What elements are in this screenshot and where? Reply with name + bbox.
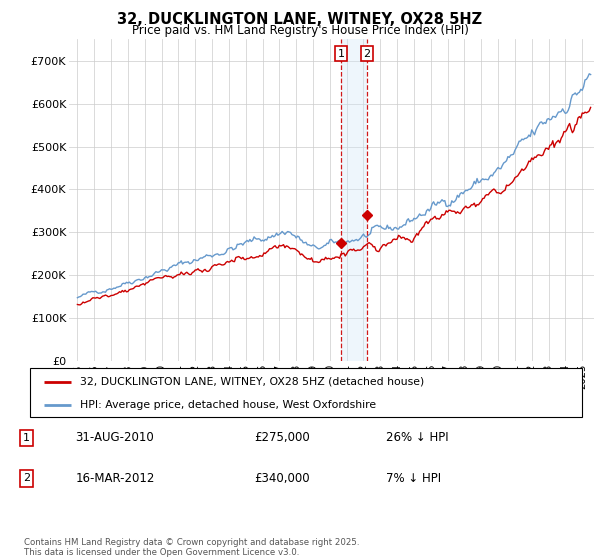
Text: 7% ↓ HPI: 7% ↓ HPI [386,472,442,485]
Text: £340,000: £340,000 [254,472,310,485]
Text: 1: 1 [23,433,30,443]
Bar [341,39,367,361]
Text: £275,000: £275,000 [254,431,310,445]
Text: 2: 2 [23,473,30,483]
Text: 31-AUG-2010: 31-AUG-2010 [76,431,154,445]
Text: Price paid vs. HM Land Registry's House Price Index (HPI): Price paid vs. HM Land Registry's House … [131,24,469,36]
Text: Contains HM Land Registry data © Crown copyright and database right 2025.
This d: Contains HM Land Registry data © Crown c… [24,538,359,557]
Text: 16-MAR-2012: 16-MAR-2012 [76,472,155,485]
Text: 1: 1 [337,49,344,59]
Text: 2: 2 [364,49,371,59]
Text: HPI: Average price, detached house, West Oxfordshire: HPI: Average price, detached house, West… [80,400,376,410]
Text: 26% ↓ HPI: 26% ↓ HPI [386,431,449,445]
Text: 32, DUCKLINGTON LANE, WITNEY, OX28 5HZ: 32, DUCKLINGTON LANE, WITNEY, OX28 5HZ [118,12,482,27]
Text: 32, DUCKLINGTON LANE, WITNEY, OX28 5HZ (detached house): 32, DUCKLINGTON LANE, WITNEY, OX28 5HZ (… [80,377,424,387]
